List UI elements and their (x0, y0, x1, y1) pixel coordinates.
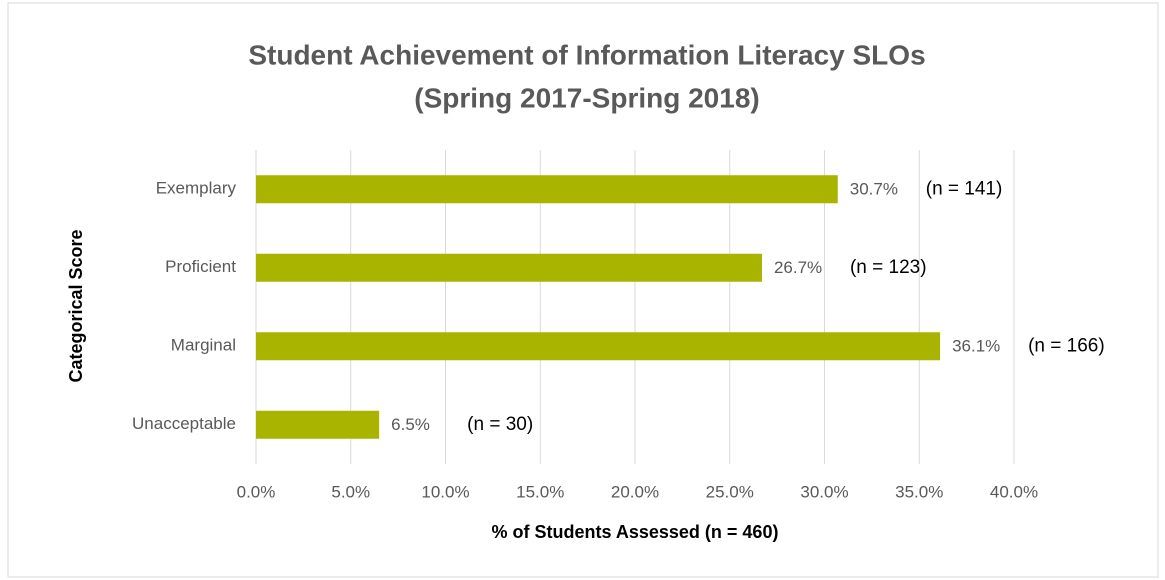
annotation: (n = 30) (467, 414, 533, 435)
y-tick-label: Unacceptable (132, 414, 236, 433)
x-tick-label: 0.0% (237, 482, 276, 501)
x-tick-label: 40.0% (990, 482, 1038, 501)
x-tick-label: 5.0% (331, 482, 370, 501)
annotation: (n = 166) (1028, 335, 1105, 356)
value-label: 26.7% (774, 258, 822, 277)
annotation: (n = 141) (926, 178, 1003, 199)
value-label: 36.1% (952, 337, 1000, 356)
x-tick-label: 25.0% (706, 482, 754, 501)
value-label: 30.7% (850, 180, 898, 199)
bar (256, 410, 380, 439)
chart-title: Student Achievement of Information Liter… (248, 39, 925, 70)
value-label: 6.5% (391, 415, 430, 434)
x-tick-label: 30.0% (800, 482, 848, 501)
chart-subtitle: (Spring 2017-Spring 2018) (414, 82, 759, 113)
y-axis-label: Categorical Score (66, 229, 86, 382)
y-tick-label: Proficient (165, 257, 236, 276)
x-tick-label: 35.0% (895, 482, 943, 501)
x-tick-label: 15.0% (516, 482, 564, 501)
y-tick-label: Exemplary (156, 179, 237, 198)
chart-border (7, 2, 1159, 578)
bar (256, 175, 838, 204)
x-axis-label: % of Students Assessed (n = 460) (492, 522, 779, 542)
bar (256, 253, 762, 282)
y-tick-label: Marginal (171, 336, 236, 355)
x-tick-label: 20.0% (611, 482, 659, 501)
x-tick-label: 10.0% (421, 482, 469, 501)
annotation: (n = 123) (850, 257, 927, 278)
bar (256, 332, 941, 361)
